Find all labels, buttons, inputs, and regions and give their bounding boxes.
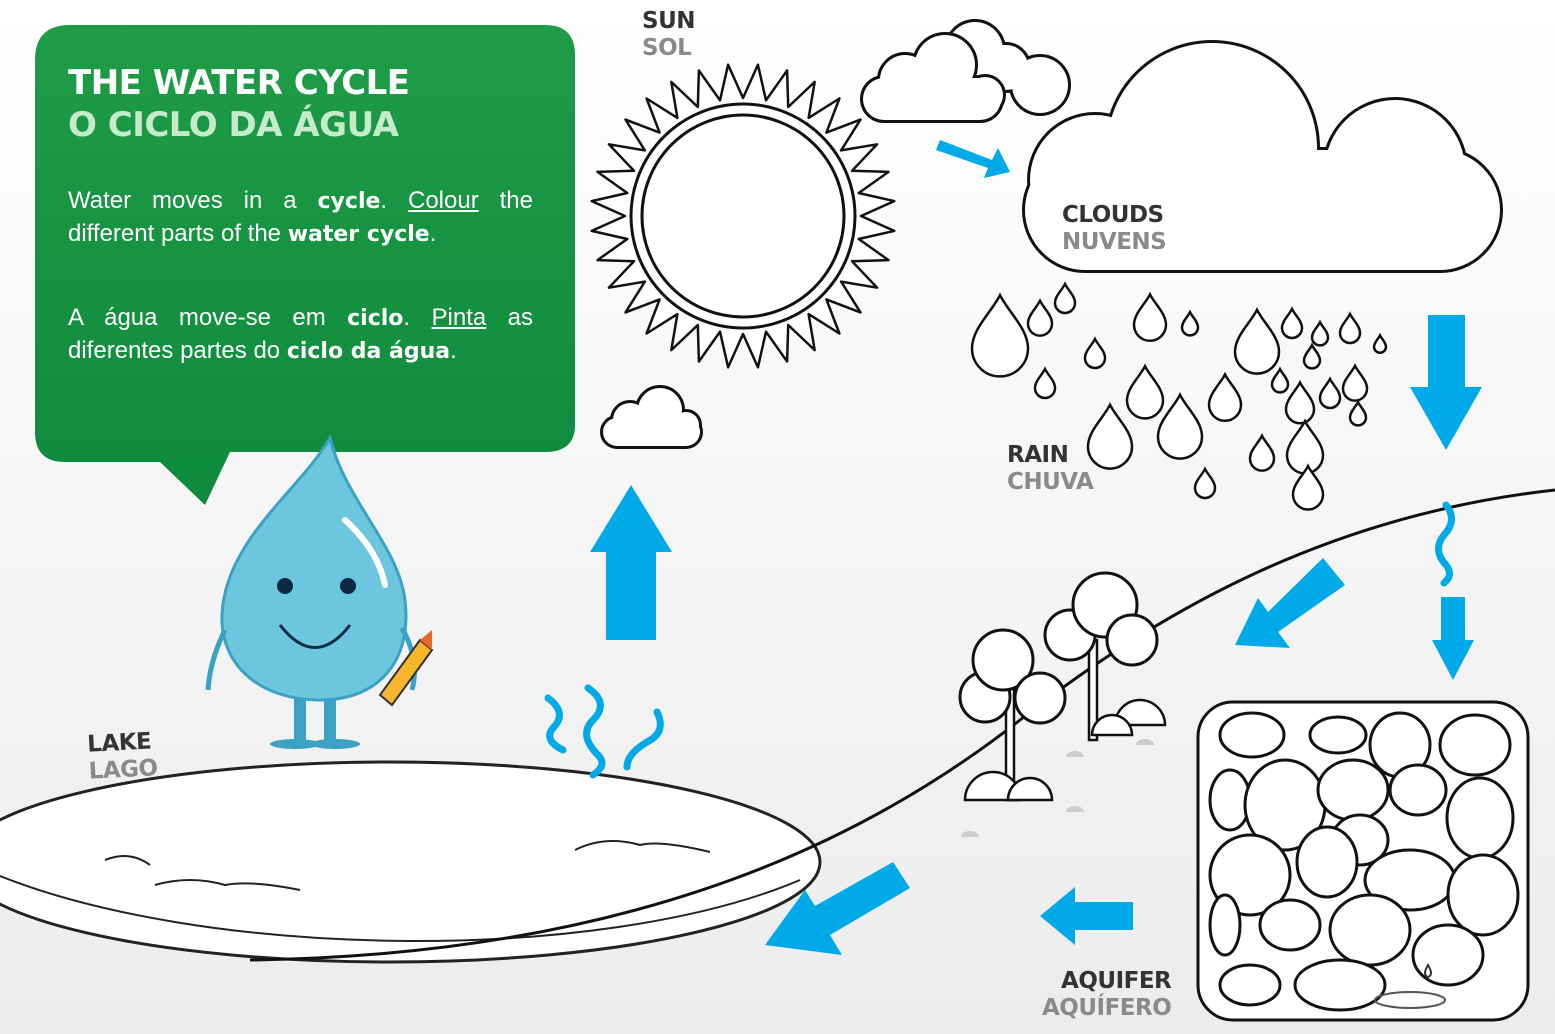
raindrop: [972, 295, 1028, 376]
label-pt: SOL: [642, 35, 695, 62]
raindrop: [1195, 469, 1215, 498]
raindrop: [1286, 383, 1314, 424]
rock: [1390, 765, 1446, 815]
crown: [1015, 673, 1065, 723]
text: water cycle: [288, 222, 430, 247]
label-en: AQUIFER: [1042, 968, 1171, 995]
pebble: [1066, 806, 1084, 812]
text: .: [450, 337, 457, 364]
page: THE WATER CYCLEO CICLO DA ÁGUA Water mov…: [0, 0, 1555, 1034]
raindrop: [1272, 369, 1288, 392]
text: Pinta: [432, 304, 487, 331]
rock: [1220, 713, 1284, 757]
pebble: [1066, 751, 1084, 757]
crown: [1107, 615, 1157, 665]
raindrop: [1158, 395, 1202, 459]
rock: [1260, 900, 1320, 950]
label-pt: CHUVA: [1007, 469, 1093, 496]
character: [208, 438, 432, 749]
label-en: CLOUDS: [1062, 202, 1166, 229]
text: .: [380, 187, 408, 214]
label-pt: AQUÍFERO: [1042, 995, 1171, 1022]
raindrop: [1035, 369, 1055, 398]
raindrop: [1343, 366, 1367, 401]
raindrop: [1287, 421, 1323, 473]
cloud-part: [915, 35, 975, 95]
text: A água move-se em: [68, 304, 347, 331]
cloud-part: [1012, 57, 1068, 113]
trees: [960, 573, 1165, 837]
title: THE WATER CYCLEO CICLO DA ÁGUA: [68, 62, 410, 146]
raindrop: [1055, 284, 1075, 313]
rock: [1210, 895, 1240, 955]
pebble: [961, 831, 979, 837]
pebble: [1136, 739, 1154, 745]
rock: [1318, 760, 1388, 820]
illustration: [0, 0, 1555, 1034]
label-pt: LAGO: [88, 755, 158, 786]
raindrop: [1209, 374, 1241, 420]
rock: [1310, 717, 1366, 753]
rock: [1447, 778, 1513, 858]
raindrop: [1134, 294, 1166, 340]
sun: [592, 65, 895, 368]
intro-en: Water moves in a cycle. Colour the diffe…: [68, 185, 533, 251]
rock: [1295, 960, 1385, 1010]
sun-core: [642, 115, 844, 317]
title-en: THE WATER CYCLE: [68, 62, 410, 104]
label-en: LAKE: [87, 728, 157, 759]
cloud-part: [967, 77, 1003, 113]
raindrop: [1282, 309, 1302, 338]
title-pt: O CICLO DA ÁGUA: [68, 104, 410, 146]
rock: [1440, 715, 1510, 775]
raindrop: [1374, 335, 1386, 352]
raindrop: [1182, 312, 1198, 335]
text: Water moves in a: [68, 187, 318, 214]
lake: [0, 762, 820, 962]
intro-pt: A água move-se em ciclo. Pinta as difere…: [68, 302, 533, 368]
cloud-part: [1325, 100, 1465, 240]
raindrop: [1127, 366, 1163, 418]
rock: [1330, 895, 1410, 965]
text: .: [430, 220, 437, 247]
text: cycle: [318, 189, 381, 214]
label-en: RAIN: [1007, 442, 1093, 469]
rock: [1448, 855, 1518, 935]
raindrop: [1350, 402, 1366, 425]
text: .: [403, 304, 431, 331]
raindrop: [1085, 339, 1105, 368]
label-en: SUN: [642, 8, 695, 35]
rock: [1220, 965, 1280, 1005]
text: ciclo: [347, 306, 403, 331]
raindrop: [1088, 405, 1132, 469]
cloud: [603, 388, 700, 446]
raindrop: [1304, 345, 1320, 368]
raindrop: [1028, 301, 1052, 336]
raindrop: [1312, 322, 1328, 345]
raindrop: [1250, 436, 1274, 471]
raindrop: [1235, 310, 1279, 374]
rock: [1413, 925, 1483, 985]
text: ciclo da água: [287, 339, 450, 364]
label-pt: NUVENS: [1062, 229, 1166, 256]
cloud-part: [673, 412, 699, 438]
aquifer: [1198, 702, 1528, 1020]
rock: [1297, 827, 1357, 897]
raindrop: [1320, 379, 1340, 408]
raindrop: [1340, 314, 1360, 343]
text: Colour: [408, 187, 479, 214]
